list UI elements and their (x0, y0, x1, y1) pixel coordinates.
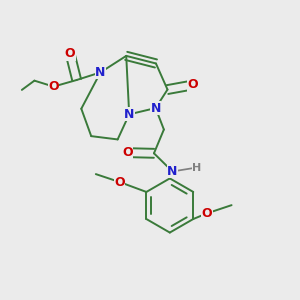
Text: O: O (122, 146, 133, 159)
Text: O: O (202, 207, 212, 220)
Text: H: H (192, 163, 202, 172)
Text: O: O (114, 176, 125, 188)
Text: N: N (124, 108, 134, 121)
Text: N: N (95, 66, 106, 79)
Text: O: O (65, 47, 75, 60)
Text: O: O (48, 80, 59, 93)
Text: N: N (167, 165, 178, 178)
Text: O: O (188, 78, 198, 92)
Text: N: N (150, 102, 161, 115)
